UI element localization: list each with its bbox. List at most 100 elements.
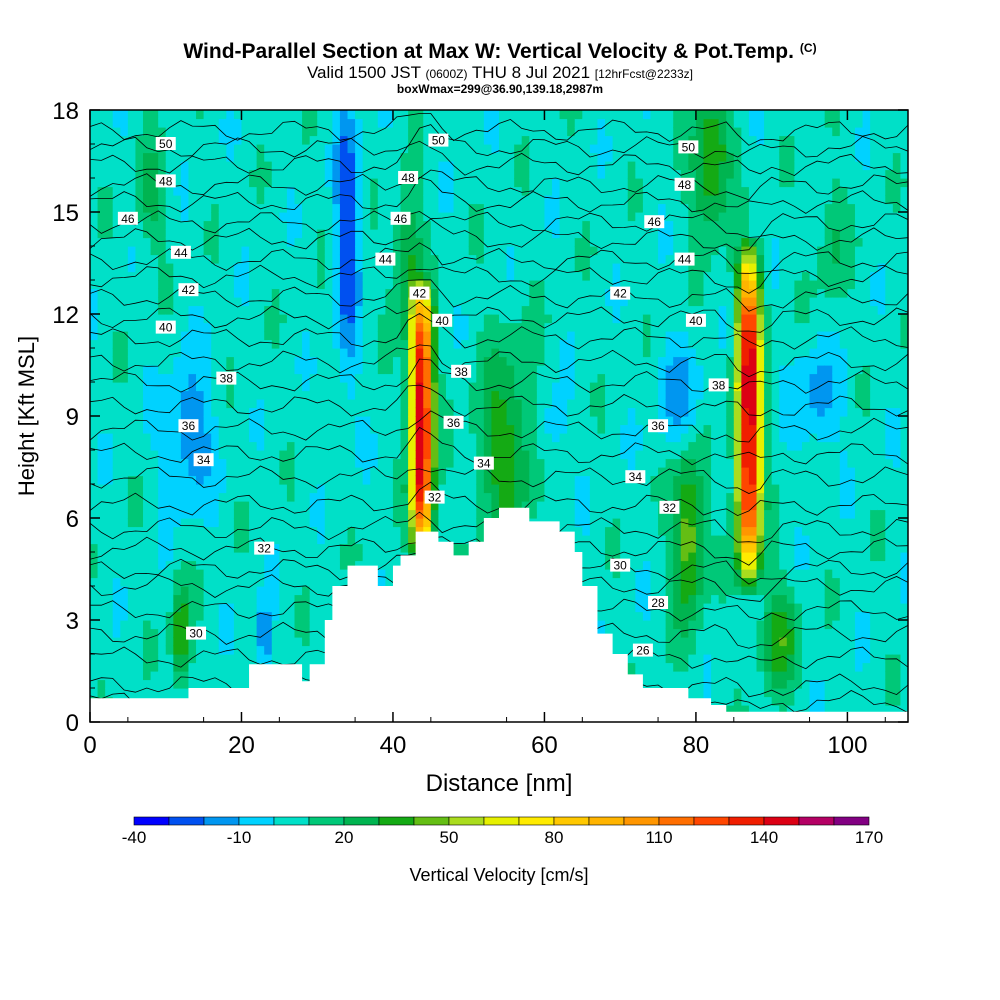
velocity-cell bbox=[264, 178, 273, 188]
velocity-cell bbox=[415, 492, 424, 502]
velocity-cell bbox=[279, 569, 288, 579]
velocity-cell bbox=[226, 254, 235, 264]
velocity-cell bbox=[559, 339, 568, 349]
velocity-cell bbox=[355, 492, 364, 502]
velocity-cell bbox=[120, 305, 129, 315]
velocity-cell bbox=[218, 288, 227, 298]
velocity-cell bbox=[135, 662, 144, 672]
velocity-cell bbox=[476, 212, 485, 222]
velocity-cell bbox=[461, 433, 470, 443]
velocity-cell bbox=[264, 322, 273, 332]
velocity-cell bbox=[309, 526, 318, 536]
velocity-cell bbox=[188, 246, 197, 256]
velocity-cell bbox=[514, 373, 523, 383]
velocity-cell bbox=[203, 322, 212, 332]
velocity-cell bbox=[180, 620, 190, 630]
velocity-cell bbox=[150, 152, 159, 162]
velocity-cell bbox=[135, 263, 144, 273]
velocity-cell bbox=[536, 246, 546, 256]
velocity-cell bbox=[597, 118, 606, 128]
velocity-cell bbox=[400, 348, 409, 358]
velocity-cell bbox=[218, 203, 227, 213]
velocity-cell bbox=[597, 407, 606, 417]
velocity-cell bbox=[582, 212, 591, 222]
velocity-cell bbox=[150, 237, 159, 247]
velocity-cell bbox=[256, 611, 265, 621]
velocity-cell bbox=[392, 509, 402, 519]
velocity-cell bbox=[188, 679, 197, 689]
velocity-cell bbox=[332, 450, 341, 460]
velocity-cell bbox=[150, 297, 159, 307]
velocity-cell bbox=[324, 467, 333, 477]
velocity-cell bbox=[188, 475, 197, 485]
velocity-cell bbox=[453, 518, 462, 528]
velocity-cell bbox=[408, 450, 417, 460]
velocity-cell bbox=[377, 535, 386, 545]
velocity-cell bbox=[423, 450, 432, 460]
velocity-cell bbox=[173, 526, 182, 536]
velocity-cell bbox=[597, 416, 606, 426]
velocity-cell bbox=[241, 552, 250, 562]
velocity-cell bbox=[574, 407, 583, 417]
velocity-cell bbox=[127, 382, 137, 392]
velocity-cell bbox=[317, 237, 326, 247]
velocity-cell bbox=[324, 246, 333, 256]
velocity-cell bbox=[97, 127, 106, 137]
velocity-cell bbox=[408, 492, 417, 502]
velocity-cell bbox=[271, 577, 280, 587]
velocity-cell bbox=[377, 416, 386, 426]
velocity-cell bbox=[279, 611, 288, 621]
velocity-cell bbox=[392, 195, 402, 205]
velocity-cell bbox=[294, 237, 303, 247]
velocity-cell bbox=[461, 424, 470, 434]
velocity-cell bbox=[400, 271, 409, 281]
velocity-cell bbox=[226, 322, 235, 332]
velocity-cell bbox=[218, 382, 227, 392]
velocity-cell bbox=[188, 220, 197, 230]
velocity-cell bbox=[559, 331, 568, 341]
velocity-cell bbox=[158, 416, 167, 426]
valid-time-line: Valid 1500 JST (0600Z) THU 8 Jul 2021 [1… bbox=[0, 64, 1000, 83]
velocity-cell bbox=[241, 152, 250, 162]
velocity-cell bbox=[589, 390, 599, 400]
velocity-cell bbox=[536, 441, 546, 451]
velocity-cell bbox=[597, 458, 606, 468]
velocity-cell bbox=[574, 322, 583, 332]
velocity-cell bbox=[143, 399, 152, 409]
velocity-cell bbox=[188, 484, 197, 494]
velocity-cell bbox=[279, 424, 288, 434]
velocity-cell bbox=[377, 280, 386, 290]
velocity-cell bbox=[241, 441, 250, 451]
velocity-cell bbox=[483, 424, 493, 434]
velocity-cell bbox=[203, 586, 212, 596]
velocity-cell bbox=[552, 195, 561, 205]
velocity-cell bbox=[271, 603, 280, 613]
velocity-cell bbox=[196, 637, 205, 647]
velocity-cell bbox=[233, 195, 243, 205]
velocity-cell bbox=[544, 186, 553, 196]
velocity-cell bbox=[400, 390, 409, 400]
velocity-cell bbox=[203, 152, 212, 162]
velocity-cell bbox=[400, 322, 409, 332]
velocity-cell bbox=[226, 280, 235, 290]
velocity-cell bbox=[271, 229, 280, 239]
velocity-cell bbox=[271, 552, 280, 562]
velocity-cell bbox=[468, 526, 477, 536]
velocity-cell bbox=[506, 475, 515, 485]
velocity-cell bbox=[552, 331, 561, 341]
velocity-cell bbox=[112, 399, 121, 409]
velocity-cell bbox=[120, 586, 129, 596]
velocity-cell bbox=[286, 552, 296, 562]
velocity-cell bbox=[233, 297, 243, 307]
velocity-cell bbox=[211, 467, 220, 477]
velocity-cell bbox=[233, 169, 243, 179]
velocity-cell bbox=[226, 110, 235, 120]
velocity-cell bbox=[582, 195, 591, 205]
velocity-cell bbox=[143, 467, 152, 477]
velocity-cell bbox=[294, 178, 303, 188]
velocity-cell bbox=[150, 611, 159, 621]
velocity-cell bbox=[249, 254, 258, 264]
velocity-cell bbox=[241, 620, 250, 630]
velocity-cell bbox=[211, 509, 220, 519]
velocity-cell bbox=[180, 526, 190, 536]
